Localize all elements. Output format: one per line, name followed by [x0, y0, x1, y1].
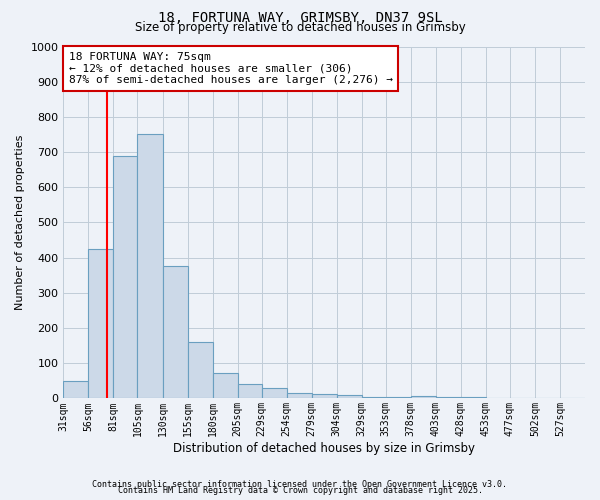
Bar: [461, 396, 486, 398]
Y-axis label: Number of detached properties: Number of detached properties: [15, 135, 25, 310]
Bar: [64, 381, 88, 398]
Text: 18 FORTUNA WAY: 75sqm
← 12% of detached houses are smaller (306)
87% of semi-det: 18 FORTUNA WAY: 75sqm ← 12% of detached …: [68, 52, 392, 85]
Bar: [337, 395, 362, 398]
Bar: [311, 394, 337, 398]
Bar: [88, 249, 113, 398]
Bar: [287, 393, 311, 398]
Bar: [362, 396, 386, 398]
Bar: [436, 396, 461, 398]
Bar: [238, 384, 262, 398]
X-axis label: Distribution of detached houses by size in Grimsby: Distribution of detached houses by size …: [173, 442, 475, 455]
Bar: [163, 266, 188, 398]
Bar: [137, 134, 163, 398]
Bar: [411, 396, 436, 398]
Text: Contains HM Land Registry data © Crown copyright and database right 2025.: Contains HM Land Registry data © Crown c…: [118, 486, 482, 495]
Text: Contains public sector information licensed under the Open Government Licence v3: Contains public sector information licen…: [92, 480, 508, 489]
Bar: [212, 373, 238, 398]
Bar: [113, 156, 137, 398]
Text: 18, FORTUNA WAY, GRIMSBY, DN37 9SL: 18, FORTUNA WAY, GRIMSBY, DN37 9SL: [158, 11, 442, 25]
Text: Size of property relative to detached houses in Grimsby: Size of property relative to detached ho…: [134, 21, 466, 34]
Bar: [262, 388, 287, 398]
Bar: [188, 342, 212, 398]
